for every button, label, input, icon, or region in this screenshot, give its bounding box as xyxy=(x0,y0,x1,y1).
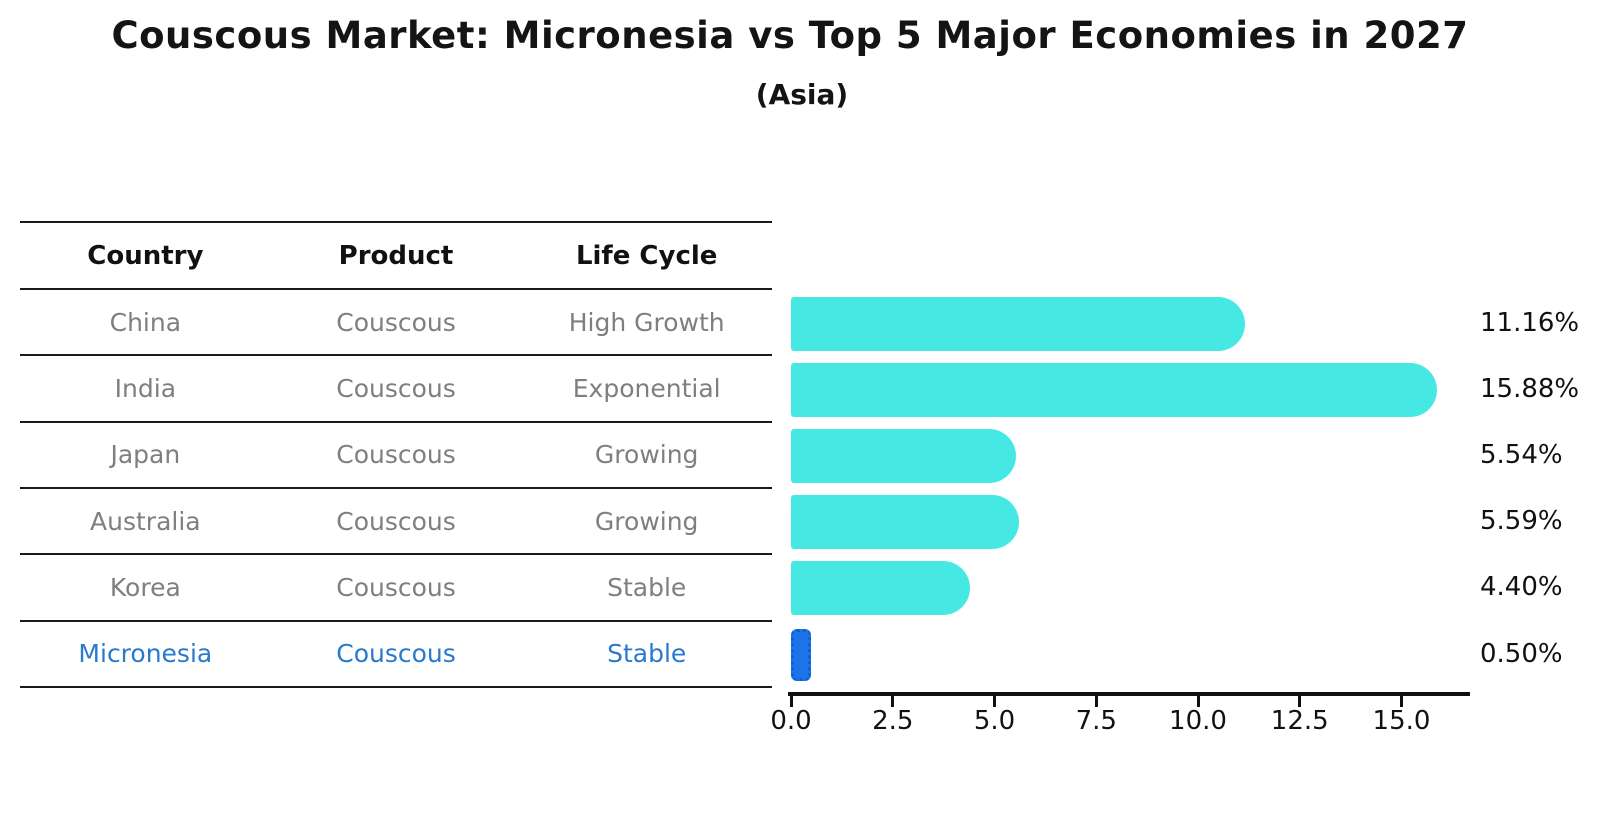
cell-product: Couscous xyxy=(336,506,456,536)
cell-lifecycle: High Growth xyxy=(568,307,725,337)
cell-product: Couscous xyxy=(336,440,456,470)
value-label-china: 11.16% xyxy=(1480,308,1580,338)
x-axis-line xyxy=(788,692,1470,696)
value-label-australia: 5.59% xyxy=(1480,506,1563,537)
cell-country: Australia xyxy=(90,506,201,536)
table-row-japan: Japan Couscous Growing xyxy=(20,423,772,489)
x-axis-tick xyxy=(1094,696,1098,707)
cell-country: Micronesia xyxy=(78,639,213,669)
cell-product: Couscous xyxy=(336,639,456,669)
column-header-lifecycle: Life Cycle xyxy=(575,240,718,271)
x-axis-tick-label: 10.0 xyxy=(1169,706,1227,736)
x-axis-tick xyxy=(993,696,996,707)
table-header-row: Country Product Life Cycle xyxy=(20,223,772,290)
x-axis-tick xyxy=(1196,696,1200,707)
bar-japan xyxy=(791,429,1017,484)
bar-australia xyxy=(791,495,1019,550)
x-axis-tick-label: 12.5 xyxy=(1270,706,1329,736)
x-axis-tick xyxy=(891,696,895,707)
cell-product: Couscous xyxy=(336,572,456,602)
cell-lifecycle: Exponential xyxy=(572,373,721,403)
cell-country: Japan xyxy=(110,440,181,470)
value-label-korea: 4.40% xyxy=(1480,572,1563,603)
cell-product: Couscous xyxy=(336,373,456,403)
cell-lifecycle: Stable xyxy=(607,572,687,602)
bar-korea xyxy=(791,561,971,616)
x-axis-tick xyxy=(1298,696,1302,707)
x-axis-tick xyxy=(789,696,793,707)
chart-subtitle: (Asia) xyxy=(755,78,849,111)
value-label-india: 15.88% xyxy=(1480,374,1580,405)
table-row-china: China Couscous High Growth xyxy=(20,290,772,357)
table-body: China Couscous High Growth India Couscous Exp… xyxy=(20,290,772,688)
column-header-country: Country xyxy=(87,240,204,271)
x-axis-tick-label: 0.0 xyxy=(770,706,812,736)
bar-india xyxy=(791,363,1438,418)
x-axis-tick-label: 7.5 xyxy=(1075,706,1117,736)
bar-china xyxy=(791,297,1246,351)
cell-lifecycle: Growing xyxy=(594,506,699,536)
value-label-micronesia: 0.50% xyxy=(1480,638,1563,669)
cell-country: India xyxy=(114,373,177,403)
x-axis-tick-label: 2.5 xyxy=(872,706,914,736)
x-axis-tick-label: 15.0 xyxy=(1372,706,1431,736)
cell-country: China xyxy=(109,307,182,337)
table-row-micronesia: Micronesia Couscous Stable xyxy=(20,622,772,688)
cell-country: Korea xyxy=(109,572,181,602)
table-row-australia: Australia Couscous Growing xyxy=(20,489,772,556)
table-row-korea: Korea Couscous Stable xyxy=(20,555,772,622)
chart-title: Couscous Market: Micronesia vs Top 5 Maj… xyxy=(111,14,1469,57)
cell-product: Couscous xyxy=(336,307,456,337)
cell-lifecycle: Stable xyxy=(607,639,687,669)
country-table: Country Product Life Cycle China Couscous… xyxy=(20,221,772,688)
table-row-india: India Couscous Exponential xyxy=(20,356,772,423)
x-axis-tick-label: 5.0 xyxy=(973,706,1016,736)
x-axis-tick xyxy=(1400,696,1403,707)
column-header-product: Product xyxy=(338,240,454,271)
bar-micronesia xyxy=(791,628,812,681)
cell-lifecycle: Growing xyxy=(594,440,699,470)
value-label-japan: 5.54% xyxy=(1480,440,1563,471)
